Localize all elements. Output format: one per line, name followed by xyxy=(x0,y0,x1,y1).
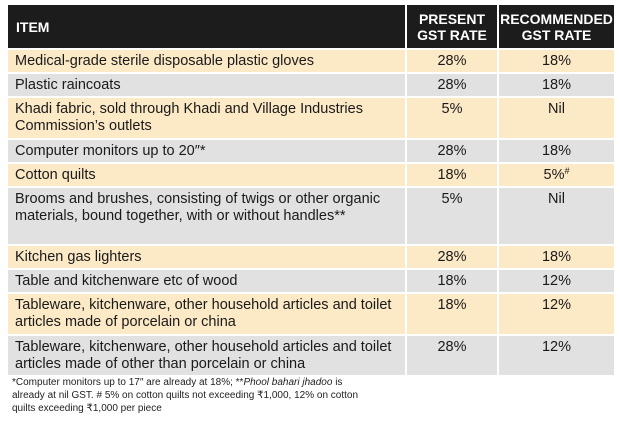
present-rate-cell: 18% xyxy=(406,292,499,335)
header-present-gst-rate: PRESENT GST RATE xyxy=(406,5,499,49)
present-rate-cell: 28% xyxy=(406,48,499,73)
present-rate-cell: 5% xyxy=(406,96,499,139)
table-row: Brooms and brushes, consisting of twigs … xyxy=(8,186,614,245)
footnote-hash-mark: # xyxy=(564,166,570,176)
recommended-rate-cell: 18% xyxy=(498,138,614,163)
header-present-line2: GST RATE xyxy=(417,26,487,43)
recommended-rate-value: 5% xyxy=(543,167,565,183)
table-row: Computer monitors up to 20″* 28% 18% xyxy=(8,138,614,163)
header-present-line1: PRESENT xyxy=(418,10,486,27)
item-cell: Tableware, kitchenware, other household … xyxy=(8,334,407,375)
header-recommended-line1: RECOMMENDED xyxy=(500,10,613,27)
item-cell: Table and kitchenware etc of wood xyxy=(8,268,407,293)
gst-rate-table: ITEM PRESENT GST RATE RECOMMENDED GST RA… xyxy=(8,5,614,375)
item-cell: Medical-grade sterile disposable plastic… xyxy=(8,48,407,73)
table-row: Table and kitchenware etc of wood 18% 12… xyxy=(8,268,614,293)
recommended-rate-cell: 18% xyxy=(498,48,614,73)
item-cell: Khadi fabric, sold through Khadi and Vil… xyxy=(8,96,407,139)
recommended-rate-cell: Nil xyxy=(498,96,614,139)
header-recommended-line2: GST RATE xyxy=(521,26,592,43)
recommended-rate-cell: 12% xyxy=(498,334,614,375)
recommended-rate-cell: 18% xyxy=(498,72,614,97)
present-rate-cell: 28% xyxy=(406,244,499,269)
present-rate-cell: 28% xyxy=(406,138,499,163)
table-row: Khadi fabric, sold through Khadi and Vil… xyxy=(8,96,614,139)
present-rate-cell: 18% xyxy=(406,162,499,187)
footnote-part2: is already at nil GST. # 5% on cotton qu… xyxy=(12,377,359,414)
recommended-rate-cell: Nil xyxy=(498,186,614,245)
header-recommended-gst-rate: RECOMMENDED GST RATE xyxy=(498,5,614,49)
recommended-rate-cell: 12% xyxy=(498,268,614,293)
table-row: Tableware, kitchenware, other household … xyxy=(8,292,614,335)
footnote-italic-term: Phool bahari jhadoo xyxy=(243,377,333,388)
item-cell: Cotton quilts xyxy=(8,162,407,187)
recommended-rate-cell: 12% xyxy=(498,292,614,335)
item-cell: Kitchen gas lighters xyxy=(8,244,407,269)
present-rate-cell: 18% xyxy=(406,268,499,293)
item-cell: Plastic raincoats xyxy=(8,72,407,97)
present-rate-cell: 28% xyxy=(406,72,499,97)
header-row: ITEM PRESENT GST RATE RECOMMENDED GST RA… xyxy=(8,5,614,49)
table-row: Tableware, kitchenware, other household … xyxy=(8,334,614,375)
recommended-rate-cell: 5%# xyxy=(498,162,614,187)
table-row: Medical-grade sterile disposable plastic… xyxy=(8,48,614,73)
table-row: Plastic raincoats 28% 18% xyxy=(8,72,614,97)
footnote: *Computer monitors up to 17″ are already… xyxy=(12,376,372,415)
present-rate-cell: 5% xyxy=(406,186,499,245)
present-rate-cell: 28% xyxy=(406,334,499,375)
table-row: Kitchen gas lighters 28% 18% xyxy=(8,244,614,269)
item-cell: Tableware, kitchenware, other household … xyxy=(8,292,407,335)
item-cell: Brooms and brushes, consisting of twigs … xyxy=(8,186,407,245)
footnote-part1: *Computer monitors up to 17″ are already… xyxy=(12,377,244,388)
table-row: Cotton quilts 18% 5%# xyxy=(8,162,614,187)
header-item: ITEM xyxy=(8,5,407,49)
recommended-rate-cell: 18% xyxy=(498,244,614,269)
item-cell: Computer monitors up to 20″* xyxy=(8,138,407,163)
